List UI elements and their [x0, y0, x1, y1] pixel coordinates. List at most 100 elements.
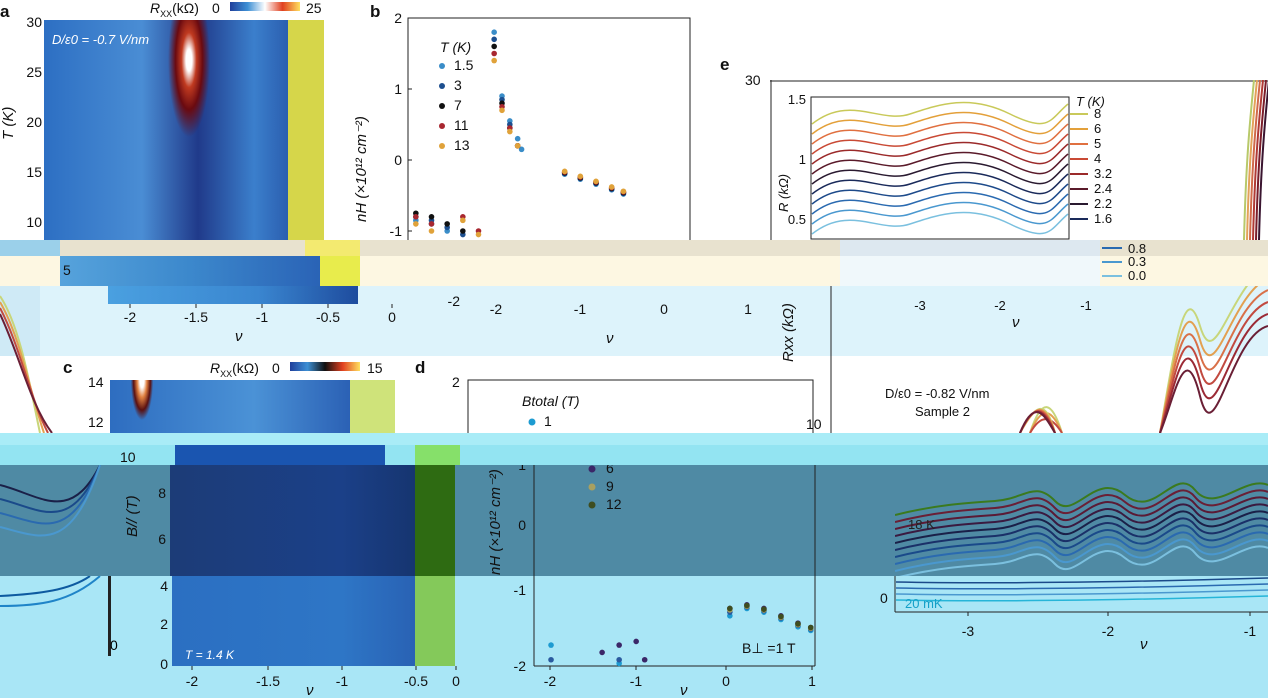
panel-c-annotation: T = 1.4 K	[185, 648, 235, 662]
panel-e-inset-legend-label: 2.4	[1094, 181, 1112, 196]
panel-e-curve	[1019, 325, 1268, 433]
panel-b-yticks: 2 1 0 -1	[390, 10, 412, 239]
panel-b-xaxis: -2 -1 0 1 -2	[448, 293, 753, 317]
panel-e-xtick: -3	[962, 623, 975, 639]
panel-c-yaxis-mid: 86	[158, 485, 166, 547]
panel-e-curve	[895, 503, 1268, 537]
panel-e-inset-xaxis: -3-2-10	[914, 298, 1092, 313]
panel-c-ytick: 6	[158, 531, 166, 547]
panel-e-curve	[1019, 286, 1259, 433]
panel-e-xtick: -2	[1102, 623, 1115, 639]
panel-e-annotation-2: Sample 2	[915, 404, 970, 419]
glitch-strip-1: 0.8	[0, 240, 1268, 256]
panel-b-ytick: 0	[394, 152, 402, 168]
panel-a-ylabel: T (K)	[0, 106, 17, 140]
panel-d-point	[616, 642, 622, 648]
panel-d-point	[599, 649, 605, 656]
panel-d-xtick: -2	[544, 673, 557, 689]
panel-d-point	[761, 606, 767, 613]
panel-b-point	[608, 184, 615, 190]
panel-left-curves	[0, 465, 101, 537]
panel-a-xtick: -1.5	[184, 309, 208, 325]
panel-e-inset-legend-label: 1.6	[1094, 211, 1112, 226]
panel-b-legend-marker	[439, 63, 445, 69]
panel-d-point	[548, 656, 554, 663]
panel-d-point	[807, 624, 814, 631]
panel-left-curve	[0, 465, 101, 537]
panel-e-inset-xlabel: ν	[1012, 314, 1020, 331]
panel-e-curve	[1019, 286, 1249, 433]
panel-a-xtick: -2	[124, 309, 137, 325]
panel-d-legend-marker	[588, 465, 596, 473]
panel-e-ytick-0: 0	[880, 590, 888, 606]
panel-a-colorbar-label: RXX(kΩ)	[150, 0, 199, 19]
panel-b-plot: 2 1 0 -1 T (K) 1.5 3 7 11 13	[390, 10, 691, 240]
panel-b-xtick: 0	[660, 301, 668, 317]
panel-a-yticks: 30 25 20 15 10	[26, 14, 42, 230]
panel-e-inset-curve	[811, 161, 1069, 185]
panel-d-legend-label: 6	[606, 465, 614, 476]
panel-d-legend-label: 12	[606, 496, 622, 512]
panel-e-inset-curve	[811, 101, 1069, 125]
panel-e-xlabel: ν	[1140, 636, 1148, 653]
panel-b-points	[413, 29, 627, 238]
panel-b-xtick: -1	[574, 301, 587, 317]
panel-c-xtick: 0	[452, 673, 460, 689]
panel-e-curve	[895, 583, 1268, 590]
panel-b-point	[499, 107, 505, 114]
lower-band: c RXX(kΩ) 0 15 14 12 d Btotal (T)13 2 D/…	[0, 356, 1268, 433]
panel-d-letter: d	[415, 358, 426, 377]
panel-e-curve	[895, 538, 1268, 572]
panel-b-legend-label: 7	[454, 97, 462, 113]
panel-e-inset-legend-label: 0.0	[1128, 268, 1146, 283]
panel-e-top-curve	[1243, 80, 1255, 240]
bottom-band: T = 1.4 K 4 2 0 -2 -1.5 -1 -0.5 0 ν -1 -2 -2 -1 0…	[0, 576, 1268, 699]
panel-e-inset-curve	[811, 211, 1069, 235]
panel-a-ytick: 30	[26, 14, 42, 30]
panel-c-xlabel: ν	[306, 682, 314, 699]
panel-c-ytick: 2	[160, 616, 168, 632]
panel-d-point	[616, 656, 622, 663]
panel-c-ytick: 4	[160, 578, 168, 594]
panel-c-ytick: 8	[158, 485, 166, 501]
panel-e-inset-curve	[811, 201, 1069, 225]
panel-b-point	[413, 221, 419, 227]
panel-b-xlabel: ν	[606, 330, 614, 347]
panel-left-column	[0, 295, 53, 433]
panel-e-right-region	[830, 286, 1268, 433]
panel-e-inset-curves	[811, 101, 1069, 235]
panel-c-colorbar-label: RXX(kΩ)	[210, 360, 259, 379]
panel-left-curve	[0, 465, 101, 514]
panel-left-curve	[0, 295, 41, 433]
panel-b-ylabel: nH (×10¹² cm⁻²)	[353, 116, 370, 222]
panel-b-legend-label: 3	[454, 77, 462, 93]
panel-left-curve	[0, 313, 53, 433]
panel-b-ytick-bottom: -2	[448, 293, 461, 309]
panel-c-xtick: -1	[336, 673, 349, 689]
panel-e-inset-legend-label: 0.3	[1128, 256, 1146, 269]
panel-d-ytick: 1	[518, 465, 526, 473]
panel-b-point	[460, 217, 466, 224]
panel-c-heatmap-bottom	[172, 576, 415, 666]
panel-c-heatmap-top	[110, 380, 350, 433]
panel-e-inset-legend-mid: 0.8	[1102, 241, 1146, 256]
panel-e-curve	[899, 545, 1268, 576]
panel-d-point	[795, 621, 801, 627]
panel-e-curve	[895, 524, 1268, 558]
panel-e-letter: e	[720, 55, 730, 74]
panel-c-axes-bottom: 4 2 0 -2 -1.5 -1 -0.5 0	[160, 578, 460, 689]
panel-e-inset-curve	[811, 151, 1069, 175]
panel-e-inset-xtick: -1	[1080, 298, 1092, 313]
panel-a-colorbar-min: 0	[212, 0, 220, 16]
panel-a-xtick: -0.5	[316, 309, 340, 325]
panel-left-curve	[0, 301, 45, 433]
panel-b-point	[593, 178, 599, 185]
panel-a-ytick: 25	[26, 64, 42, 80]
panel-e-curve	[1029, 406, 1063, 433]
panel-a-xaxis: -2 -1.5 -1 -0.5 0	[124, 304, 396, 325]
panel-b-legend-marker	[439, 143, 445, 149]
panel-a-heatmap	[44, 20, 324, 240]
panel-a-letter: a	[0, 2, 10, 21]
panel-e-inset-curve	[811, 121, 1069, 145]
